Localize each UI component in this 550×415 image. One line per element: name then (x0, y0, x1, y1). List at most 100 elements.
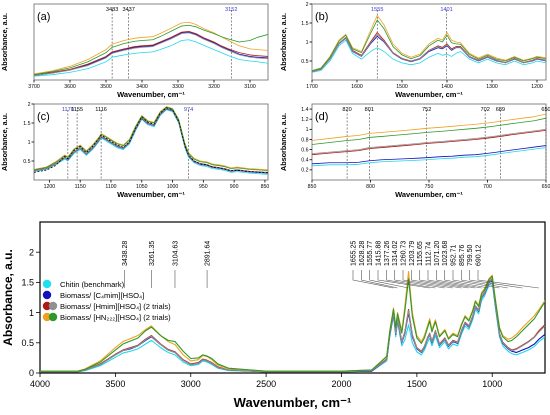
peak-label: 690.12 (476, 244, 483, 266)
plot-frame (39, 221, 546, 374)
series-group (312, 15, 546, 73)
x-axis-label: Wavenumber, cm⁻¹ (395, 90, 463, 99)
x-axis-label: Wavenumber, cm⁻¹ (395, 190, 463, 199)
y-tick-label: 0.5 (21, 338, 34, 348)
peak-marker-label: 752 (422, 107, 431, 113)
plot-frame (311, 3, 547, 81)
y-tick-label: 0.5 (23, 159, 30, 165)
peak-marker-label: 1155 (71, 107, 83, 113)
peak-marker-label: 689 (496, 107, 505, 113)
legend-label: Biomass/ [Hmim][HSO₄] (2 trials) (60, 302, 171, 311)
peak-tick (386, 270, 436, 289)
series-group (34, 106, 268, 175)
series-line (312, 39, 546, 73)
x-tick-label: 2500 (256, 379, 276, 389)
x-tick-label: 1500 (396, 84, 408, 90)
y-tick-label: 0 (29, 368, 34, 378)
peak-label: 1023.68 (442, 241, 449, 266)
peak-label: 3104.63 (172, 241, 179, 266)
peak-label: 1071.20 (434, 241, 441, 266)
legend-marker (42, 290, 52, 300)
peak-tick (394, 270, 445, 289)
x-tick-label: 1300 (486, 84, 498, 90)
y-axis-label: Absorbance, a.u. (0, 113, 9, 171)
series-group (312, 113, 546, 167)
x-tick-label: 3300 (172, 84, 184, 90)
series-line (312, 15, 546, 71)
series-line (312, 128, 546, 155)
y-axis-label: Absorbance, a.u. (279, 113, 288, 171)
series-line (312, 34, 546, 73)
panel-label: (a) (37, 11, 50, 23)
peak-marker-label: 1401 (440, 7, 452, 13)
panel-d: 850 800 750 700 650 0.2 0.4 0.6 0.8 1 1.2 1.4 Wavenu… (279, 103, 550, 199)
legend: Chitin (benchmark) Biomass/ [C₄mim][HSO₄]… (42, 279, 171, 322)
y-tick-label: 1.5 (21, 278, 34, 288)
peak-tick (411, 270, 462, 289)
peak-label: 2891.64 (205, 241, 212, 266)
peak-label: 1203.79 (409, 241, 416, 266)
peak-label: 1155.65 (417, 241, 424, 266)
x-tick-label: 3500 (105, 379, 125, 389)
y-tick-label: 2 (306, 2, 309, 8)
peak-tick (461, 270, 509, 289)
peak-marker-label: 1555 (371, 7, 383, 13)
y-axis-label: Absorbance, a.u. (1, 249, 15, 346)
x-axis-label: Wavenumber, cm⁻¹ (234, 395, 352, 410)
x-tick-label: 3100 (244, 84, 256, 90)
legend-label: Biomass/ [C₄mim][HSO₄] (60, 291, 144, 300)
peak-marker-label: 820 (342, 107, 351, 113)
y-tick-label: 0.8 (301, 137, 308, 143)
peak-marker-label: 3152 (225, 7, 237, 13)
x-tick-label: 3600 (64, 84, 76, 90)
x-tick-label: 3400 (136, 84, 148, 90)
peak-marker-label: 801 (365, 107, 374, 113)
panel-c: 1200 1150 1100 1050 1000 950 900 850 0.5 1 1.5 2 Wav… (0, 102, 269, 199)
y-tick-label: 1.2 (301, 117, 308, 123)
x-tick-label: 1050 (136, 184, 148, 190)
y-tick-label: 1 (306, 127, 309, 133)
x-tick-label: 1400 (441, 84, 453, 90)
series-line (312, 117, 546, 145)
x-tick-label: 1600 (351, 84, 363, 90)
x-tick-label: 1000 (167, 184, 179, 190)
legend-marker (42, 312, 52, 322)
series-group (40, 270, 545, 373)
x-tick-label: 3500 (100, 84, 112, 90)
x-axis-label: Wavenumber, cm⁻¹ (117, 90, 185, 99)
panel-b: 1700 1600 1500 1400 1300 1200 0.5 1 1.5 2 Wavenumb… (279, 2, 547, 99)
series-line (34, 30, 268, 76)
peak-tick (419, 270, 469, 289)
x-tick-label: 1500 (407, 379, 427, 389)
peak-label: 1112.74 (426, 242, 433, 266)
peak-tick (352, 270, 394, 289)
legend-marker (42, 301, 52, 311)
series-group (34, 21, 268, 77)
series-line (34, 31, 268, 76)
peak-label: 895.76 (459, 244, 466, 266)
y-tick-label: 1.5 (23, 121, 30, 127)
y-tick-label: 0.5 (301, 59, 308, 65)
series-line (312, 129, 546, 156)
series-line (34, 32, 268, 76)
legend-marker (42, 279, 52, 289)
series-line (34, 109, 268, 175)
peak-label: 799.50 (467, 244, 474, 266)
y-tick-label: 2 (29, 247, 34, 257)
series-line (312, 145, 546, 165)
legend-label: Biomass/ [HN₂₂₂][HSO₄] (2 trials) (60, 313, 171, 322)
series-line (34, 21, 268, 75)
peak-label: 1314.02 (392, 241, 399, 266)
x-tick-label: 1100 (105, 184, 116, 190)
peak-marker-label: 1116 (95, 107, 107, 113)
x-tick-label: 950 (199, 184, 208, 190)
x-tick-label: 3000 (181, 379, 201, 389)
peak-marker-label: 3483 (106, 7, 118, 13)
x-tick-label: 850 (261, 184, 270, 190)
peak-tick (452, 270, 500, 289)
x-tick-label: 900 (230, 184, 239, 190)
x-axis-label: Wavenumber, cm⁻¹ (117, 190, 185, 199)
peak-marker-label: 1170 (62, 107, 74, 113)
series-line (40, 275, 545, 372)
